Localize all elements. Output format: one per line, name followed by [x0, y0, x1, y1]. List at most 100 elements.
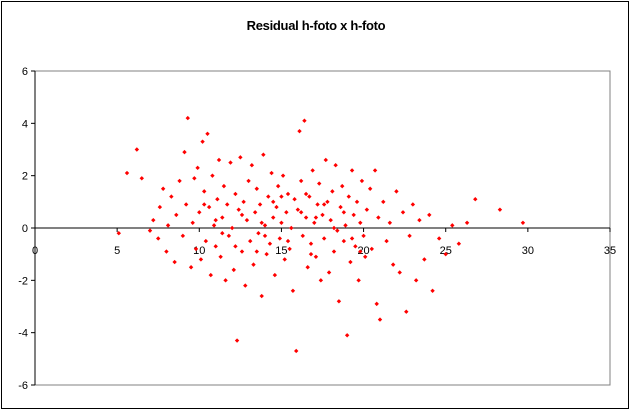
data-point [331, 249, 337, 254]
data-point [338, 204, 343, 210]
data-point [358, 249, 363, 254]
x-tick-label: 20 [357, 245, 369, 257]
data-point [183, 202, 189, 207]
data-point [295, 207, 301, 212]
data-point [169, 194, 174, 199]
x-tick-label: 35 [604, 245, 616, 257]
y-tick-label: 4 [22, 118, 28, 130]
data-point [390, 262, 396, 267]
data-point [298, 178, 304, 184]
data-point [302, 118, 307, 123]
data-point [374, 301, 379, 307]
data-point [284, 210, 289, 215]
data-point [261, 152, 266, 157]
data-point [257, 202, 263, 207]
x-tick-label: 5 [114, 245, 120, 257]
data-point [198, 257, 204, 262]
data-point [228, 160, 233, 165]
data-point [279, 220, 284, 225]
data-point [369, 246, 374, 252]
data-point [464, 220, 470, 225]
data-point [259, 220, 264, 225]
data-point [346, 194, 351, 199]
data-point [231, 267, 236, 273]
data-point [238, 155, 243, 160]
data-point [266, 194, 271, 199]
data-point [285, 191, 291, 197]
data-point [289, 225, 294, 231]
data-point [417, 217, 422, 223]
data-point [197, 210, 202, 215]
y-tick-label: -4 [18, 328, 28, 340]
data-point [223, 278, 228, 283]
data-point [341, 238, 347, 244]
data-point [279, 194, 284, 199]
data-point [246, 178, 251, 184]
data-point [116, 231, 121, 236]
data-point [436, 236, 442, 241]
data-point [372, 168, 378, 173]
data-point [358, 220, 363, 225]
data-point [180, 233, 186, 239]
data-point [349, 168, 355, 173]
data-point [225, 202, 230, 207]
data-point [213, 217, 218, 223]
data-point [236, 207, 241, 212]
data-point [353, 244, 358, 249]
data-point [343, 223, 348, 228]
y-tick-label: -6 [18, 380, 28, 392]
data-point [157, 204, 163, 210]
x-tick-label: 25 [440, 245, 452, 257]
x-tick-label: 15 [275, 245, 287, 257]
data-point [303, 215, 309, 220]
data-point [359, 178, 365, 184]
data-point [256, 231, 261, 236]
data-point [294, 348, 299, 354]
data-point [344, 333, 350, 338]
data-point [271, 199, 276, 205]
data-point [192, 176, 197, 181]
data-point [354, 199, 360, 205]
data-point [313, 254, 319, 259]
data-point [239, 249, 245, 254]
data-point [333, 163, 338, 168]
data-point [290, 288, 296, 293]
data-point [312, 220, 317, 225]
data-point [244, 217, 250, 223]
data-point [285, 238, 291, 244]
data-point [377, 317, 383, 322]
data-point [221, 183, 227, 189]
data-point [313, 215, 319, 220]
data-point [340, 183, 345, 189]
data-point [262, 233, 268, 239]
data-point [188, 265, 194, 270]
data-point [193, 246, 199, 252]
data-point [303, 191, 309, 197]
data-point [202, 202, 207, 207]
chart-title: Residual h-foto x h-foto [246, 18, 386, 33]
data-point [308, 251, 314, 257]
data-point [195, 165, 200, 171]
data-point [203, 238, 209, 244]
data-point [277, 236, 282, 241]
data-point [202, 189, 207, 194]
data-point [282, 257, 287, 262]
data-point [367, 186, 373, 191]
data-point [397, 270, 402, 275]
data-point [456, 241, 462, 246]
data-point [274, 204, 279, 210]
data-point [326, 270, 332, 275]
data-point [413, 278, 419, 283]
data-point [213, 244, 218, 249]
data-point [164, 249, 169, 254]
data-point [165, 223, 171, 228]
y-tick-label: 6 [22, 66, 28, 78]
data-point [321, 236, 327, 241]
data-point [315, 202, 320, 207]
data-point [318, 278, 324, 283]
data-point [348, 259, 353, 265]
data-point [269, 170, 274, 176]
data-point [134, 147, 140, 152]
data-point [335, 228, 340, 233]
data-point [226, 233, 232, 239]
